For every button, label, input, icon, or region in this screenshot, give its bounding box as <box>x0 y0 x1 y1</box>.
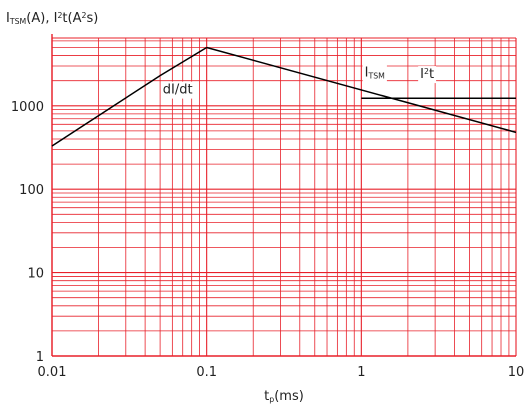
annotation-i2t-bg <box>418 66 437 84</box>
y-tick-label: 100 <box>19 183 44 198</box>
tick-labels: 0.01 0.1 1 10 1 10 100 1000 <box>11 100 524 380</box>
annotation-itsm: ITSM <box>365 65 385 80</box>
x-tick-label: 0.01 <box>38 365 67 380</box>
x-tick-label: 10 <box>508 365 525 380</box>
series-lines <box>51 46 517 147</box>
series-line-I_TSM <box>206 46 517 134</box>
grid <box>51 34 517 357</box>
annotations: dI/dt ITSM I2t <box>160 64 437 99</box>
x-tick-label: 1 <box>357 365 365 380</box>
y-tick-label: 1 <box>36 350 44 365</box>
axis-labels: ITSM(A), I2t(A2s) tp(ms) <box>6 11 304 404</box>
x-axis-label: tp(ms) <box>264 389 304 404</box>
y-tick-label: 10 <box>27 267 44 282</box>
annotation-itsm-bg <box>362 64 387 82</box>
x-tick-label: 0.1 <box>196 365 217 380</box>
annotation-i2t: I2t <box>420 67 434 82</box>
series-line-dI_dt <box>51 46 208 147</box>
y-tick-label: 1000 <box>11 100 44 115</box>
annotation-didt-bg <box>160 81 195 99</box>
y-axis-label: ITSM(A), I2t(A2s) <box>6 11 98 26</box>
annotation-didt: dI/dt <box>163 83 193 98</box>
